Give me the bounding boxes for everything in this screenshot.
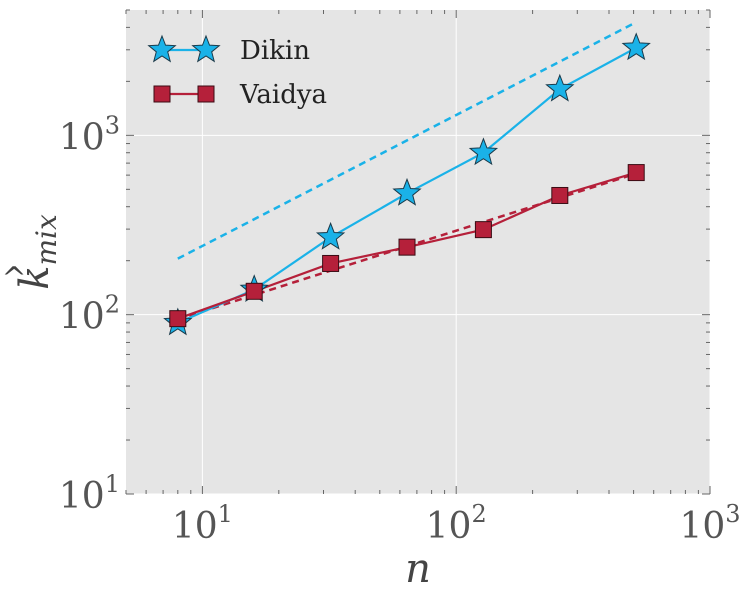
legend: Dikin Vaidya [147,34,327,110]
legend-marker-vaidya [197,85,215,103]
x-tick-label: 101 [172,500,233,547]
data-point-dikin [468,137,499,166]
y-axis-label-hat: ^ [1,261,26,296]
data-point-vaidya [169,310,187,328]
data-point-vaidya [245,282,263,300]
legend-marker-dikin [191,34,221,63]
data-point-vaidya [398,238,416,256]
x-tick-label: 103 [679,500,740,547]
legend-marker-dikin [147,34,177,63]
data-point-vaidya [322,254,340,272]
data-point-dikin [392,177,422,206]
y-axis-label: kmix^ [1,214,63,296]
data-point-vaidya [474,221,492,239]
y-tick-label: 101 [59,470,120,517]
y-tick-label: 103 [59,111,120,158]
legend-label-vaidya: Vaidya [239,80,327,110]
y-axis-label-text: kmix [12,214,63,290]
x-axis-label: n [405,546,431,592]
data-point-dikin [315,221,346,250]
plot-area [126,10,710,494]
legend-label-dikin: Dikin [240,36,310,66]
x-tick-labels: 101 102 103 [172,500,741,547]
legend-marker-vaidya [153,85,171,103]
minor-ticks [125,9,711,495]
data-point-dikin [545,73,575,102]
data-point-dikin [621,32,651,61]
data-point-vaidya [627,164,645,182]
y-tick-labels: 101 102 103 [59,111,120,517]
x-tick-label: 102 [426,500,487,547]
series-markers [163,32,651,336]
axis-labels: n kmix^ [1,214,430,592]
y-tick-label: 102 [59,291,120,338]
fit-line-dikin [177,21,637,260]
data-point-vaidya [551,186,569,204]
